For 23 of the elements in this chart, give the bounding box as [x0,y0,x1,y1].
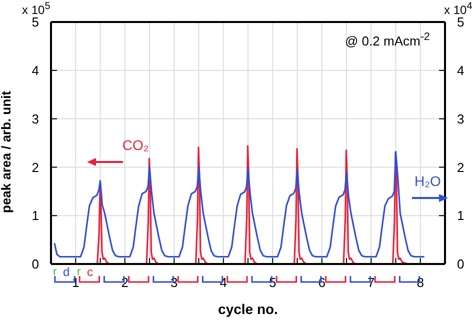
y-tick-label: 5 [32,14,39,30]
annotation: @ 0.2 mAcm$^{-2}$ [345,31,430,48]
y2-tick-label: 1 [457,208,464,224]
series-label: H₂O [414,172,441,189]
y2-tick-label: 2 [457,160,464,175]
text: x 10$^{4}$ [444,1,472,17]
y-tick-label: 2 [32,160,39,175]
y2-tick-label: 5 [457,14,464,30]
text: r [77,266,81,278]
series-label: CO₂ [122,136,149,153]
x-axis-title: cycle no. [218,301,278,317]
text: x 10$^{5}$ [22,1,50,17]
y-tick-label: 4 [32,63,39,78]
y-axis-title: peak area / arb. unit [0,90,14,213]
text: r [53,266,57,278]
y-tick-label: 0 [32,256,39,272]
y-tick-label: 3 [32,111,39,126]
y2-tick-label: 0 [457,256,464,272]
y-tick-label: 1 [32,208,39,224]
y2-tick-label: 4 [457,63,464,78]
text: d [63,265,70,279]
y2-tick-label: 3 [457,111,464,126]
text: c [87,265,93,279]
